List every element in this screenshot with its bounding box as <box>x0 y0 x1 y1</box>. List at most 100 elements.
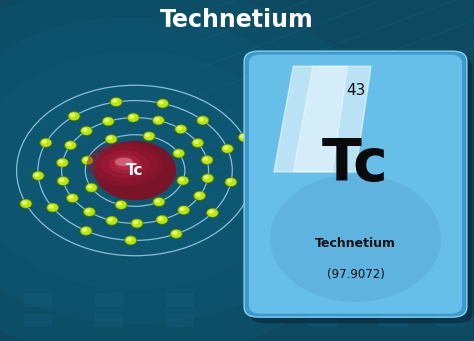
Circle shape <box>60 179 64 181</box>
Circle shape <box>224 146 228 149</box>
Circle shape <box>181 208 184 210</box>
Circle shape <box>200 118 203 121</box>
Circle shape <box>86 209 90 212</box>
Circle shape <box>108 137 112 139</box>
Circle shape <box>109 218 112 221</box>
Circle shape <box>156 216 168 224</box>
Circle shape <box>23 201 27 204</box>
Circle shape <box>67 194 78 202</box>
Circle shape <box>130 115 134 118</box>
Circle shape <box>106 217 118 225</box>
Circle shape <box>110 98 122 106</box>
Circle shape <box>132 220 142 227</box>
Circle shape <box>35 173 39 176</box>
Ellipse shape <box>87 142 163 186</box>
Circle shape <box>86 183 97 192</box>
Circle shape <box>155 118 159 121</box>
Text: Technetium: Technetium <box>160 9 314 32</box>
Circle shape <box>208 209 217 216</box>
Circle shape <box>202 157 212 163</box>
Circle shape <box>118 203 121 205</box>
Circle shape <box>59 160 63 163</box>
Circle shape <box>144 132 155 140</box>
FancyBboxPatch shape <box>249 55 462 314</box>
Circle shape <box>21 200 31 207</box>
Circle shape <box>194 140 198 143</box>
Circle shape <box>203 175 212 182</box>
Circle shape <box>81 127 92 135</box>
Circle shape <box>173 149 184 158</box>
Circle shape <box>33 172 44 180</box>
Circle shape <box>106 135 117 143</box>
Circle shape <box>223 145 232 152</box>
Circle shape <box>155 199 159 202</box>
Circle shape <box>95 142 175 199</box>
Circle shape <box>202 174 213 182</box>
Circle shape <box>153 198 164 206</box>
Polygon shape <box>274 66 371 172</box>
Circle shape <box>102 117 114 125</box>
Circle shape <box>192 139 203 147</box>
Circle shape <box>154 198 164 205</box>
Circle shape <box>174 150 183 157</box>
Text: Tc: Tc <box>127 163 144 178</box>
Circle shape <box>83 129 87 131</box>
FancyBboxPatch shape <box>244 51 467 317</box>
Bar <box>166 293 194 307</box>
Circle shape <box>84 158 88 161</box>
Circle shape <box>204 158 208 160</box>
Circle shape <box>176 126 186 133</box>
Circle shape <box>194 192 205 200</box>
Circle shape <box>103 118 113 125</box>
Circle shape <box>156 167 166 174</box>
Polygon shape <box>293 66 348 172</box>
Circle shape <box>83 208 95 216</box>
Circle shape <box>103 166 115 175</box>
Circle shape <box>134 221 137 224</box>
Bar <box>24 293 52 307</box>
Circle shape <box>81 227 92 235</box>
Circle shape <box>87 184 96 191</box>
Circle shape <box>154 117 163 124</box>
Ellipse shape <box>0 51 301 290</box>
Bar <box>95 293 123 307</box>
Ellipse shape <box>101 150 149 178</box>
Circle shape <box>48 204 57 211</box>
Bar <box>166 314 194 327</box>
Circle shape <box>58 178 68 184</box>
Circle shape <box>241 135 245 138</box>
Ellipse shape <box>0 17 348 324</box>
Circle shape <box>178 127 182 130</box>
Ellipse shape <box>115 158 133 166</box>
Text: (97.9072): (97.9072) <box>327 268 384 281</box>
Circle shape <box>225 178 237 186</box>
Circle shape <box>207 209 218 217</box>
Circle shape <box>113 100 117 102</box>
Circle shape <box>128 238 131 241</box>
Circle shape <box>84 208 94 215</box>
Circle shape <box>69 113 79 119</box>
Circle shape <box>57 177 69 185</box>
Circle shape <box>196 193 200 196</box>
Circle shape <box>105 119 109 122</box>
Circle shape <box>67 143 71 146</box>
Circle shape <box>159 101 163 104</box>
Circle shape <box>145 133 154 139</box>
Circle shape <box>173 232 177 234</box>
Ellipse shape <box>109 155 141 173</box>
Circle shape <box>43 140 46 143</box>
Circle shape <box>125 236 137 244</box>
Ellipse shape <box>115 158 135 170</box>
Bar <box>24 314 52 327</box>
Bar <box>436 314 465 327</box>
Circle shape <box>82 128 91 134</box>
Circle shape <box>201 156 213 164</box>
Bar <box>379 314 408 327</box>
Circle shape <box>82 156 93 164</box>
Circle shape <box>107 217 117 224</box>
Circle shape <box>40 139 52 147</box>
Circle shape <box>157 216 167 223</box>
Circle shape <box>111 99 121 105</box>
Circle shape <box>153 116 164 124</box>
Circle shape <box>172 231 181 237</box>
